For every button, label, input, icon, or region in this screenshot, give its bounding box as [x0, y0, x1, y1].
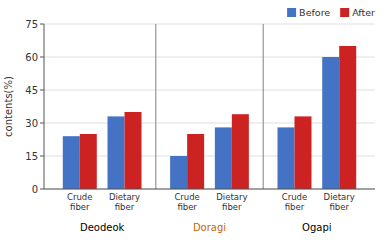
bar — [80, 134, 97, 189]
group-separator — [263, 24, 264, 189]
bar — [63, 136, 80, 189]
y-tick-label: 0 — [32, 184, 38, 195]
category-label: Crudefiber — [67, 192, 92, 212]
category-label-line: fiber — [285, 202, 305, 212]
group-label: Doragi — [193, 222, 226, 233]
y-tick-label: 75 — [25, 19, 38, 30]
y-tick-label: 15 — [25, 151, 38, 162]
category-label-line: fiber — [115, 202, 135, 212]
category-label: Crudefiber — [174, 192, 199, 212]
category-label: Crudefiber — [282, 192, 307, 212]
bar — [125, 112, 142, 189]
y-tick — [40, 189, 44, 190]
category-label: Dietaryfiber — [216, 192, 247, 212]
category-label-line: Dietary — [216, 192, 247, 202]
legend-label: After — [352, 7, 375, 18]
bar — [170, 156, 187, 189]
bar — [294, 116, 311, 189]
y-tick — [40, 90, 44, 91]
bar — [187, 134, 204, 189]
legend-swatch — [340, 8, 349, 17]
y-axis-label: contents(%) — [3, 76, 14, 137]
grid — [44, 24, 375, 189]
group-label: Ogapi — [302, 222, 331, 233]
y-tick-label: 60 — [25, 52, 38, 63]
category-label-line: fiber — [177, 202, 197, 212]
category-label-line: Crude — [67, 192, 92, 202]
legend: Before After — [287, 7, 375, 18]
category-label-line: Dietary — [324, 192, 355, 202]
category-label-line: Crude — [282, 192, 307, 202]
y-axis — [44, 24, 45, 189]
bars — [63, 46, 356, 189]
category-label-line: fiber — [70, 202, 90, 212]
chart: 01530456075CrudefiberDietaryfiberCrudefi… — [0, 0, 385, 241]
category-label: Dietaryfiber — [109, 192, 140, 212]
category-label-line: fiber — [222, 202, 242, 212]
bar — [232, 114, 249, 189]
category-label-line: Dietary — [109, 192, 140, 202]
grid-line — [44, 189, 375, 190]
group-separator — [155, 24, 156, 189]
y-tick — [40, 156, 44, 157]
bar — [322, 57, 339, 189]
category-label-line: Crude — [174, 192, 199, 202]
y-tick-label: 30 — [25, 118, 38, 129]
y-tick — [40, 123, 44, 124]
category-label-line: fiber — [329, 202, 349, 212]
bar — [108, 116, 125, 189]
bar — [339, 46, 356, 189]
group-label: Deodeok — [80, 222, 125, 233]
category-label: Dietaryfiber — [324, 192, 355, 212]
legend-swatch — [287, 8, 296, 17]
legend-label: Before — [299, 7, 330, 18]
y-tick — [40, 24, 44, 25]
bar — [277, 127, 294, 189]
y-tick — [40, 57, 44, 58]
bar — [215, 127, 232, 189]
y-tick-label: 45 — [25, 85, 38, 96]
x-axis — [44, 189, 375, 190]
grid-line — [44, 24, 375, 25]
